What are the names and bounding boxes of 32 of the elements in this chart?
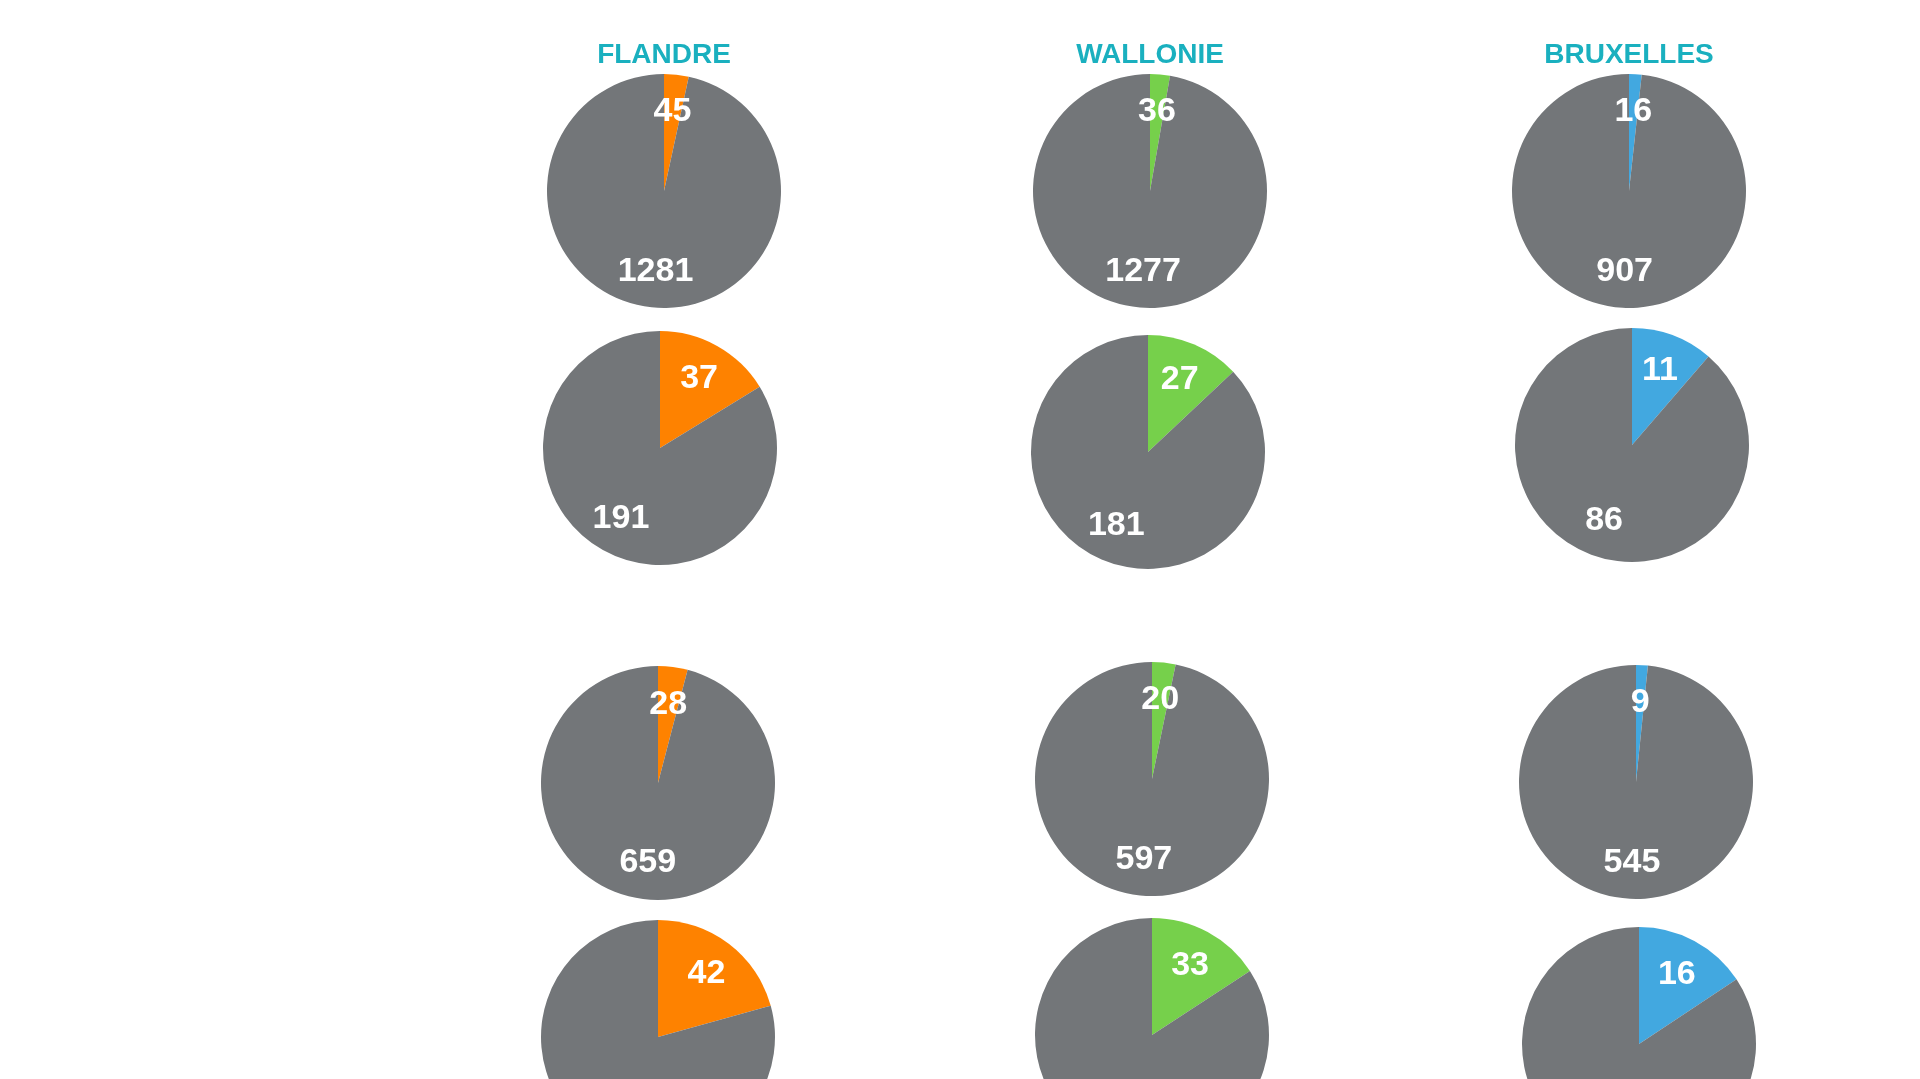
chart-title: FLANDRE xyxy=(597,38,731,69)
data-label: 1281 xyxy=(617,249,694,288)
data-label: 37 xyxy=(680,357,718,396)
data-label: 659 xyxy=(619,841,677,880)
pie-slice xyxy=(543,331,777,565)
data-label: 11 xyxy=(1641,349,1678,388)
pie-slice xyxy=(541,666,775,900)
data-label: 191 xyxy=(592,496,650,535)
data-label: 9 xyxy=(1630,681,1650,720)
pie-slice xyxy=(1512,74,1746,308)
data-label: 907 xyxy=(1596,249,1654,288)
pie-slice xyxy=(1519,665,1753,899)
data-label: 28 xyxy=(649,682,688,721)
pie-slice xyxy=(1515,328,1749,562)
pie-slice xyxy=(1031,335,1265,569)
data-label: 597 xyxy=(1115,837,1173,876)
pie-slice xyxy=(1035,662,1269,896)
pie-slice xyxy=(547,74,781,308)
chart-title: WALLONIE xyxy=(1076,38,1224,69)
data-label: 16 xyxy=(1657,952,1696,991)
pie-slice xyxy=(1148,335,1234,452)
data-label: 86 xyxy=(1585,498,1624,537)
data-label: 33 xyxy=(1171,943,1209,982)
pie-slice xyxy=(660,331,760,448)
data-label: 545 xyxy=(1603,840,1661,879)
data-label: 1277 xyxy=(1105,249,1181,288)
data-label: 181 xyxy=(1087,504,1145,543)
chart-title: BRUXELLES xyxy=(1544,38,1714,69)
pie-slice xyxy=(1632,328,1709,445)
pie-slice xyxy=(1033,74,1267,308)
data-label: 27 xyxy=(1160,357,1199,396)
data-label: 42 xyxy=(687,952,726,991)
